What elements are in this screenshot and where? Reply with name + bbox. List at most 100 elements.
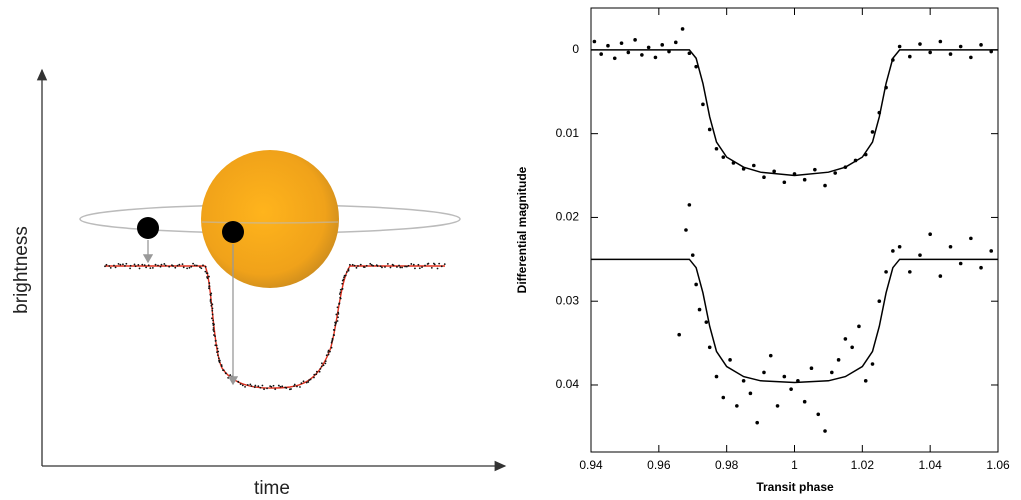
sample-dot [250, 385, 253, 387]
data-point [884, 270, 888, 274]
data-point [741, 378, 746, 383]
sample-dot [329, 350, 331, 353]
sample-dot [113, 264, 115, 267]
sample-dot [293, 385, 295, 387]
sample-dot [129, 267, 131, 270]
sample-dot [414, 267, 416, 270]
data-point [857, 324, 861, 329]
plot-frame [590, 7, 999, 453]
sample-dot [279, 385, 282, 388]
planet [222, 221, 244, 243]
sample-dot [347, 269, 350, 272]
data-point [640, 53, 644, 57]
data-point [619, 41, 624, 45]
data-point [897, 244, 902, 249]
data-point [680, 27, 685, 31]
sample-dot [336, 306, 339, 309]
data-point [626, 50, 631, 55]
data-point [816, 412, 821, 417]
sample-dot [186, 267, 189, 270]
sample-dot [182, 266, 185, 269]
y-tick-label: 0.03 [556, 293, 580, 307]
data-point [782, 374, 787, 379]
sample-dot [369, 262, 372, 265]
sample-dot [176, 264, 179, 267]
sample-dot [339, 297, 342, 300]
data-point [704, 320, 709, 324]
data-point [948, 52, 953, 56]
sample-dot [213, 330, 215, 333]
sample-dot [347, 268, 350, 271]
data-point [928, 232, 932, 236]
sample-dot [105, 263, 108, 266]
sample-dot [212, 324, 215, 326]
sample-dot [104, 265, 106, 268]
sample-dot [129, 264, 132, 267]
sample-dot [249, 383, 252, 386]
sample-dot [229, 374, 232, 376]
sample-dot [137, 264, 140, 266]
sample-dot [108, 265, 111, 267]
sample-dot [188, 266, 191, 269]
data-point [633, 38, 637, 42]
data-point [979, 43, 983, 47]
sample-dot [327, 349, 330, 352]
sample-dot [266, 387, 268, 390]
sample-dot [214, 335, 216, 338]
sample-dot [376, 265, 379, 267]
sample-dot [427, 262, 430, 265]
sample-dot [342, 278, 345, 281]
sample-dot [337, 312, 340, 315]
data-point [606, 43, 610, 48]
sample-dot [157, 264, 159, 267]
sample-dot [277, 384, 280, 387]
sample-dot [210, 304, 213, 307]
sample-dot [204, 270, 207, 273]
sample-dot [370, 264, 373, 266]
y-tick-label: 0.02 [556, 210, 580, 224]
data-point [667, 49, 671, 54]
sample-dot [339, 288, 342, 291]
sample-dot [211, 303, 214, 306]
sample-dot [124, 265, 126, 267]
sample-dot [412, 263, 415, 266]
sample-dot [259, 386, 262, 389]
sample-dot [324, 360, 327, 363]
sample-dot [436, 267, 439, 270]
sample-dot [199, 266, 201, 269]
data-point [813, 167, 817, 172]
data-point [843, 337, 848, 341]
sample-dot [178, 263, 181, 266]
data-point [908, 270, 912, 274]
x-tick-label: 0.94 [579, 458, 603, 472]
sample-dot [309, 378, 312, 381]
data-point [802, 399, 807, 404]
sample-dot [212, 319, 214, 322]
sample-dot [410, 263, 413, 265]
sample-dot [430, 266, 433, 269]
sample-dot [319, 368, 322, 370]
sample-dot [261, 384, 264, 387]
sample-dot [163, 263, 166, 265]
data-point [714, 146, 719, 151]
sample-dot [209, 300, 212, 302]
data-point [772, 169, 776, 174]
sample-dot [211, 307, 214, 310]
sample-dot [147, 264, 150, 267]
sample-dot [192, 262, 195, 265]
sample-dot [398, 264, 400, 267]
sample-dot [396, 266, 398, 268]
sample-dot [206, 277, 209, 280]
sample-dot [341, 282, 344, 285]
sample-dot [114, 266, 117, 269]
sample-dot [379, 265, 382, 268]
sample-dot [381, 266, 383, 269]
sample-dot [149, 267, 152, 270]
sample-dot [353, 264, 356, 267]
sample-dot [217, 350, 220, 353]
sample-dot [313, 376, 315, 379]
sample-dot [372, 264, 375, 267]
data-point [789, 387, 793, 391]
sample-dot [145, 266, 148, 269]
